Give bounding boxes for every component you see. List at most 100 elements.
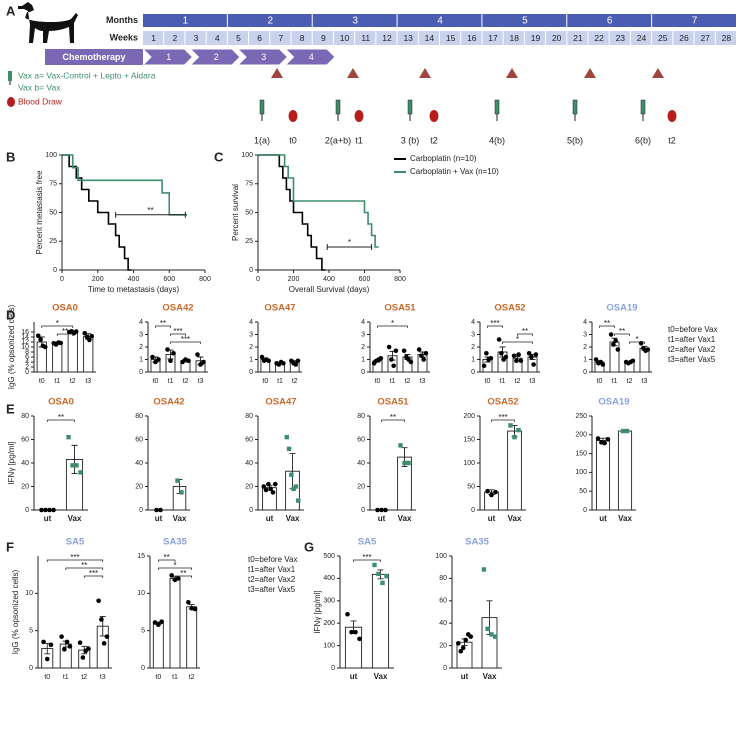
bar bbox=[186, 606, 198, 669]
significance-bracket bbox=[56, 333, 74, 336]
syringe bbox=[572, 99, 578, 115]
data-point bbox=[293, 362, 299, 367]
data-point bbox=[518, 358, 524, 364]
significance-bracket bbox=[157, 567, 193, 570]
y-tick-label: 2 bbox=[471, 344, 475, 351]
x-tick-label: ut bbox=[266, 514, 274, 523]
significance-label: *** bbox=[181, 335, 190, 344]
significance-label: ** bbox=[522, 327, 528, 336]
week-cell bbox=[609, 31, 630, 45]
syringe bbox=[640, 99, 646, 115]
chart-title: OSA51 bbox=[384, 303, 416, 314]
week-label: 18 bbox=[510, 33, 520, 43]
week-cell bbox=[715, 31, 736, 45]
y-tick-label: 1 bbox=[249, 356, 253, 363]
data-point bbox=[481, 567, 487, 572]
chemo-chevron bbox=[236, 48, 289, 66]
data-point bbox=[624, 428, 630, 434]
y-tick-label: 25 bbox=[245, 238, 253, 245]
x-tick-label: 200 bbox=[92, 276, 104, 283]
data-point bbox=[391, 363, 396, 369]
y-tick-label: 1 bbox=[139, 356, 143, 363]
x-tick-label: ut bbox=[599, 514, 607, 523]
significance-bracket bbox=[170, 341, 201, 344]
panel-letter: G bbox=[304, 539, 314, 554]
x-tick-label: t3 bbox=[530, 378, 536, 385]
data-point bbox=[195, 352, 200, 357]
chart-title: OSA19 bbox=[606, 303, 637, 314]
week-label: 15 bbox=[446, 33, 456, 43]
month-cell bbox=[397, 14, 482, 27]
significance-label: *** bbox=[490, 319, 499, 328]
week-cell bbox=[588, 31, 609, 45]
data-point bbox=[158, 507, 163, 513]
y-tick-label: 500 bbox=[323, 553, 335, 560]
y-tick-label: 3 bbox=[471, 331, 475, 338]
week-label: 8 bbox=[300, 33, 305, 43]
data-point bbox=[376, 571, 381, 577]
survival-curve bbox=[258, 154, 326, 271]
week-label: 5 bbox=[236, 33, 241, 43]
y-tick-label: 8 bbox=[25, 349, 29, 356]
y-tick-label: 10 bbox=[137, 590, 145, 597]
blood-drop bbox=[288, 110, 298, 122]
significance-bracket bbox=[377, 325, 408, 328]
x-tick-label: t1 bbox=[168, 378, 174, 385]
vaccination-label: 1(a) bbox=[254, 135, 270, 145]
y-tick-label: 0 bbox=[583, 507, 587, 514]
key-line: t0=before Vax bbox=[668, 325, 717, 334]
week-label: 1 bbox=[151, 33, 156, 43]
data-point bbox=[99, 617, 104, 622]
bar bbox=[507, 430, 522, 511]
week-label: 16 bbox=[467, 33, 477, 43]
timeline-legend: Vax b= Vax bbox=[18, 82, 61, 92]
week-cell bbox=[227, 31, 249, 45]
vaccination-label: 5(b) bbox=[567, 135, 583, 145]
significance-label: ** bbox=[390, 413, 396, 422]
data-point bbox=[201, 359, 206, 365]
y-tick-label: 0 bbox=[249, 267, 253, 274]
x-tick-label: t1 bbox=[277, 378, 283, 385]
chart-title: OSA52 bbox=[494, 303, 525, 314]
dog-icon bbox=[18, 2, 78, 43]
data-point bbox=[58, 340, 64, 346]
data-point bbox=[152, 620, 158, 625]
y-tick-label: 0 bbox=[249, 507, 253, 514]
chart-title: OSA47 bbox=[265, 397, 296, 408]
y-tick-label: 1 bbox=[583, 356, 587, 363]
key-line: t3=after Vax5 bbox=[248, 585, 296, 594]
y-tick-label: 0 bbox=[141, 665, 145, 672]
data-point bbox=[602, 440, 607, 446]
y-tick-label: 20 bbox=[245, 483, 253, 490]
y-tick-label: 4 bbox=[249, 319, 253, 326]
significance-label: ** bbox=[180, 569, 186, 578]
data-point bbox=[293, 484, 299, 489]
y-tick-label: 250 bbox=[575, 413, 587, 420]
y-tick-label: 0 bbox=[249, 369, 253, 376]
x-tick-label: ut bbox=[44, 514, 52, 523]
data-point bbox=[630, 358, 636, 364]
week-cell bbox=[652, 31, 673, 45]
month-label: 4 bbox=[437, 16, 443, 27]
data-point bbox=[48, 642, 54, 648]
data-point bbox=[186, 358, 191, 364]
y-axis-title: Percent metastasis free bbox=[35, 170, 44, 255]
x-tick-label: 0 bbox=[256, 276, 260, 283]
panel-letter: F bbox=[6, 539, 14, 554]
data-point bbox=[458, 648, 464, 654]
x-tick-label: t1 bbox=[390, 378, 396, 385]
vaccination-label: 6(b) bbox=[635, 135, 651, 145]
data-point bbox=[383, 507, 388, 513]
vaccination-label: 3 (b) bbox=[401, 135, 420, 145]
y-tick-label: 6 bbox=[25, 354, 29, 361]
data-point bbox=[159, 619, 164, 625]
week-label: 2 bbox=[172, 33, 177, 43]
bar bbox=[371, 573, 390, 669]
chemo-cycle: 2 bbox=[214, 52, 219, 62]
y-tick-label: 100 bbox=[435, 553, 447, 560]
month-cell bbox=[567, 14, 652, 27]
data-point bbox=[175, 478, 180, 483]
significance-label: ** bbox=[160, 319, 166, 328]
y-tick-label: 2 bbox=[139, 344, 143, 351]
